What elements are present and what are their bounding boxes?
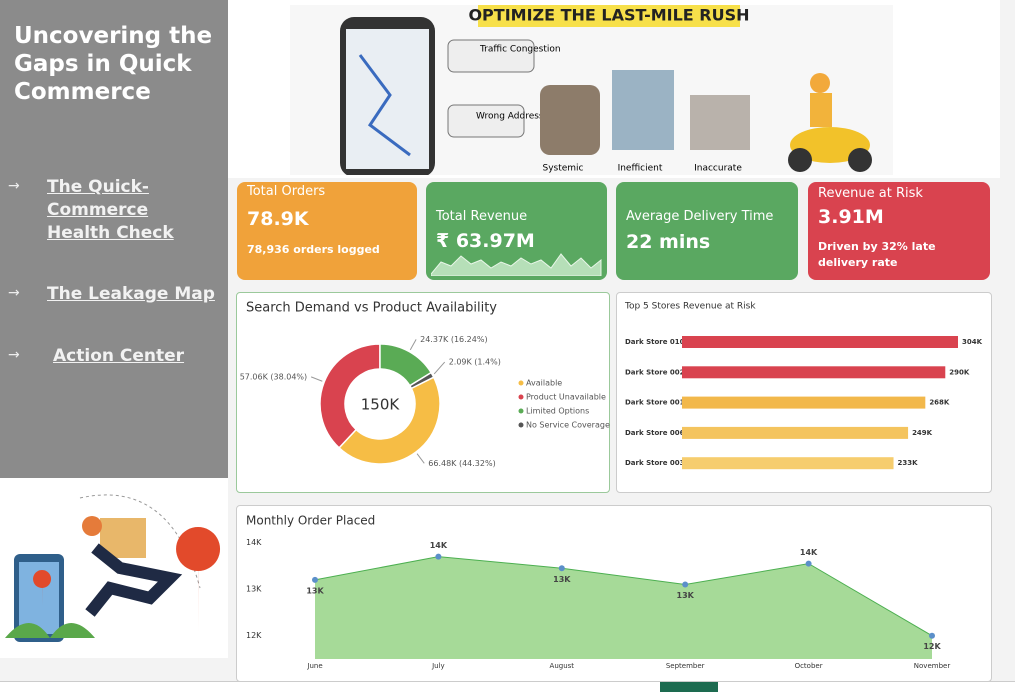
- nav-link[interactable]: Action Center: [53, 346, 185, 366]
- banner: OPTIMIZE THE LAST-MILE RUSH Traffic Cong…: [290, 5, 893, 175]
- panel: [616, 292, 992, 493]
- sidebar-title: Uncovering the Gaps in Quick Commerce: [14, 23, 213, 105]
- banner-label: Inaccurate: [694, 164, 742, 174]
- kpi-card: Total Revenue ₹ 63.97M: [426, 182, 607, 280]
- active-tab[interactable]: [660, 682, 718, 692]
- banner-label: Systemic: [542, 164, 583, 174]
- kpi-label: Revenue at Risk: [818, 186, 923, 201]
- sidebar: Uncovering the Gaps in Quick Commerce → …: [0, 0, 228, 478]
- kpi-label: Average Delivery Time: [626, 209, 774, 224]
- banner-label: Traffic Congestion: [479, 45, 561, 55]
- kpi-note: 78,936 orders logged: [247, 243, 380, 256]
- panel: [236, 292, 610, 493]
- banner-title: OPTIMIZE THE LAST-MILE RUSH: [468, 6, 749, 25]
- nav-link[interactable]: The Leakage Map: [47, 284, 215, 304]
- banner-label: Wrong Address: [476, 112, 544, 122]
- kpi-card: Revenue at Risk 3.91M Driven by 32% late…: [808, 182, 990, 280]
- kpi-value: ₹ 63.97M: [436, 230, 535, 252]
- kpi-value: 78.9K: [247, 208, 309, 230]
- kpi-value: 22 mins: [626, 231, 711, 253]
- kpi-label: Total Revenue: [436, 209, 528, 224]
- delivery-illustration: [0, 478, 228, 658]
- banner-label: Inefficient: [618, 164, 663, 174]
- arrow-icon: →: [8, 285, 20, 301]
- kpi-label: Total Orders: [247, 184, 326, 199]
- tab-bar: [0, 681, 1015, 692]
- kpi-value: 3.91M: [818, 206, 884, 228]
- panel: [236, 505, 992, 682]
- arrow-icon: →: [8, 347, 20, 363]
- kpi-card: Total Orders 78.9K 78,936 orders logged: [237, 182, 417, 280]
- kpi-note: Driven by 32% late delivery rate: [818, 240, 936, 269]
- kpi-card: Average Delivery Time 22 mins: [616, 182, 798, 280]
- nav-link[interactable]: The Quick-Commerce Health Check: [47, 177, 174, 243]
- arrow-icon: →: [8, 178, 20, 194]
- sparkline: [431, 253, 602, 276]
